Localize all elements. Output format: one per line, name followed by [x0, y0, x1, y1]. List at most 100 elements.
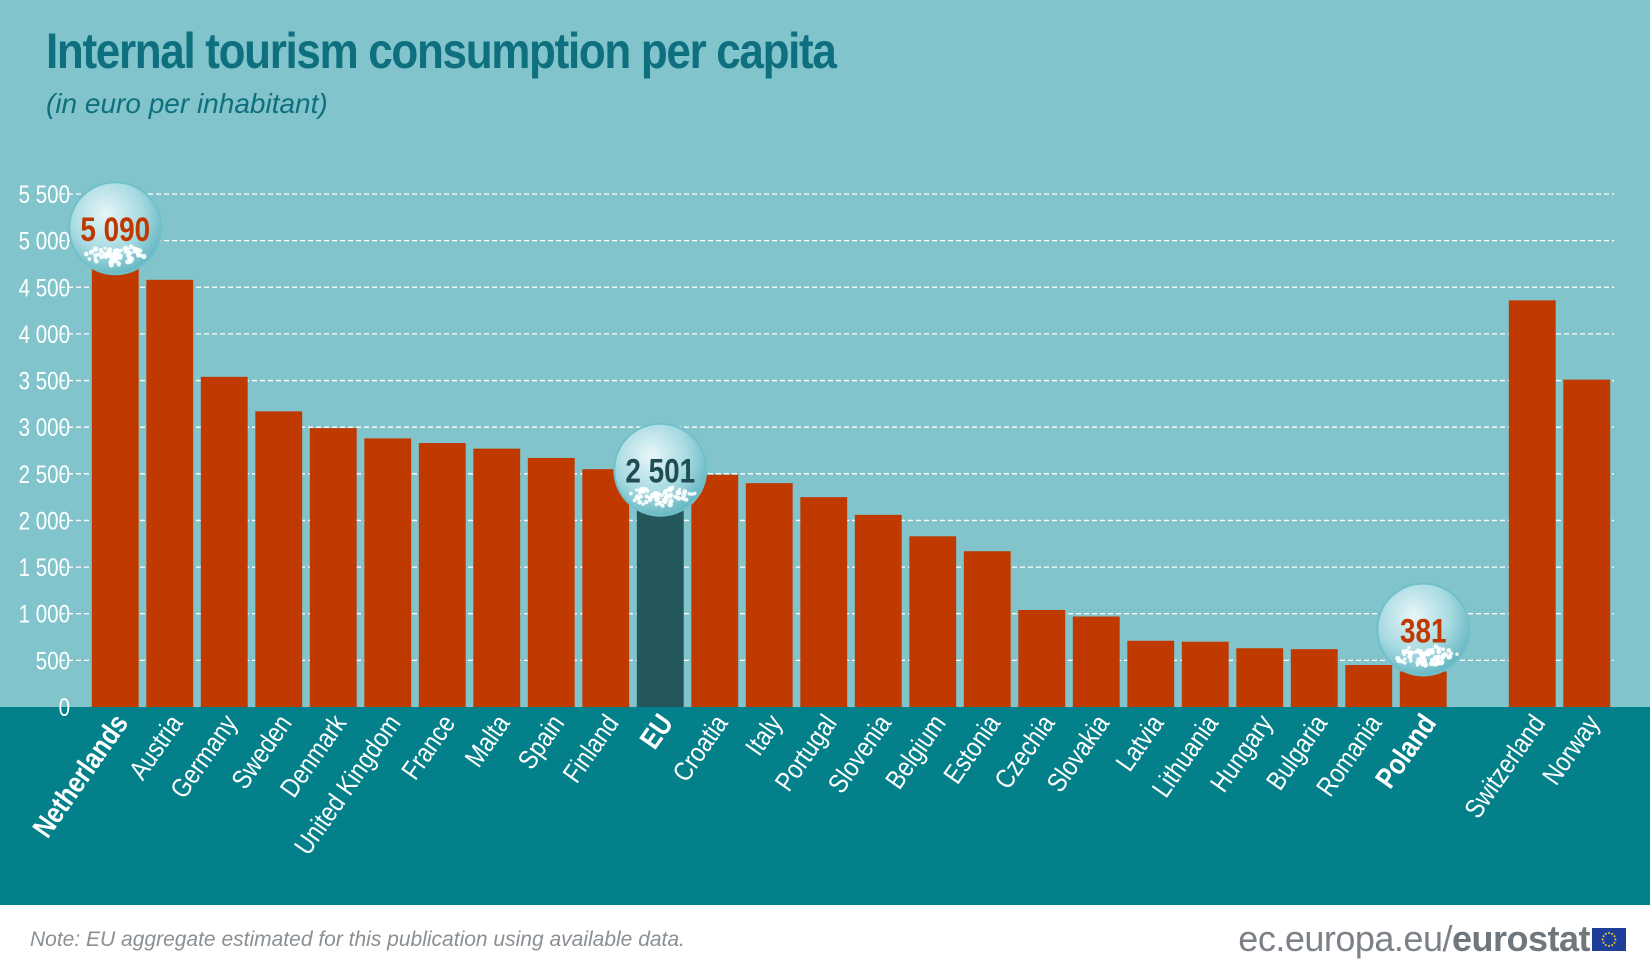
y-tick-label: 5 000 — [19, 227, 70, 255]
bubble-dot — [1424, 663, 1429, 667]
bubble-dot — [1446, 654, 1452, 660]
eurostat-logo[interactable]: ec.europa.eu/eurostat — [1238, 918, 1590, 960]
bubble-dot — [670, 485, 675, 490]
bubble-dot — [1433, 644, 1439, 650]
bubble-dot — [1437, 646, 1442, 650]
bubble-dot — [98, 249, 104, 254]
bar-united-kingdom — [364, 438, 412, 707]
bubble-dot — [1428, 661, 1434, 667]
bar-chart: 0 500 1 000 1 500 2 000 2 500 3 000 3 500 4 000 4… — [0, 180, 1650, 905]
y-tick-label: 0 — [59, 693, 70, 721]
bubble-dot — [128, 244, 134, 250]
chart-subtitle: (in euro per inhabitant) — [46, 88, 328, 119]
bubble-dot — [93, 253, 98, 259]
bubble-dot — [654, 502, 659, 507]
bubble-dot — [1442, 651, 1448, 657]
bar-slovenia — [854, 514, 902, 707]
bubble-dot — [99, 254, 104, 260]
bubble-dot — [109, 251, 113, 255]
bar-spain — [527, 457, 575, 707]
bubble-dot — [668, 498, 674, 504]
bubble-dot — [644, 494, 649, 499]
bubble-dot — [632, 498, 637, 503]
bubble-dot — [677, 487, 682, 491]
bar-denmark — [309, 428, 357, 707]
bubble-dot — [1396, 657, 1402, 664]
bar-sweden — [255, 411, 303, 707]
eu-flag-icon — [1592, 928, 1626, 951]
y-tick-label: 5 500 — [19, 180, 70, 208]
bubble-dot — [639, 494, 643, 499]
footnote: Note: EU aggregate estimated for this pu… — [30, 928, 685, 951]
bubble-dot — [664, 490, 668, 495]
bubble-dot — [663, 494, 670, 501]
bubble-dot — [92, 246, 99, 252]
bubble-dot — [1401, 649, 1406, 654]
bubble-dot — [128, 259, 133, 264]
bar-malta — [473, 448, 521, 707]
bubble-dot — [663, 500, 667, 504]
brand-name: eurostat — [1451, 918, 1591, 959]
bubble-dot — [1407, 653, 1413, 660]
bubble-dot — [128, 251, 133, 255]
bubble-dot — [1436, 654, 1440, 658]
bar-austria — [146, 279, 194, 707]
bar-switzerland — [1508, 300, 1556, 707]
y-tick-label: 2 500 — [19, 460, 70, 488]
bubble-dot — [635, 495, 641, 500]
bubble-dot — [1434, 656, 1440, 663]
bar-italy — [745, 483, 793, 707]
bubble-dot — [1441, 647, 1446, 652]
bubble-dot — [1415, 663, 1420, 667]
bubble-dot — [1446, 648, 1452, 653]
bar-croatia — [691, 474, 739, 707]
bubble-dot — [1408, 658, 1413, 663]
bar-slovakia — [1072, 616, 1120, 707]
data-label: 5 090 — [80, 211, 150, 249]
bar-belgium — [909, 536, 957, 707]
bubble-dot — [647, 495, 653, 501]
bar-czechia — [1018, 609, 1066, 707]
bubble-dot — [94, 259, 99, 264]
bubble-dot — [1402, 661, 1407, 665]
category-label-band — [0, 707, 1650, 905]
y-tick-label: 2 000 — [19, 506, 70, 534]
y-tick-label: 3 000 — [19, 413, 70, 441]
bar-france — [418, 443, 466, 707]
bubble-dot — [642, 486, 648, 492]
bubble-dot — [656, 496, 661, 500]
bar-romania — [1345, 665, 1393, 707]
bubble-dot — [1428, 648, 1433, 653]
bar-germany — [200, 376, 248, 707]
bubble-dot — [138, 248, 143, 253]
bar-bulgaria — [1290, 649, 1338, 707]
bubble-dot — [1403, 657, 1407, 661]
bubble-dot — [644, 499, 649, 505]
bubble-dot — [674, 495, 679, 499]
bubble-dot — [1416, 657, 1420, 661]
bubble-dot — [657, 500, 663, 506]
bar-estonia — [963, 551, 1011, 707]
bubble-dot — [689, 492, 694, 496]
bubble-dot — [652, 490, 658, 496]
bubble-dot — [1419, 652, 1424, 657]
y-tick-label: 500 — [36, 646, 70, 674]
bar-lithuania — [1181, 641, 1229, 707]
bubble-dot — [1436, 649, 1440, 654]
bubble-dot — [125, 247, 130, 252]
bubble-dot — [1455, 652, 1459, 656]
brand-site: ec.europa.eu/ — [1238, 918, 1452, 959]
bubble-dot — [1426, 651, 1430, 655]
value-bubble: 381 — [1376, 582, 1471, 677]
bubble-dot — [87, 257, 92, 261]
bubble-dot — [1449, 651, 1454, 656]
bubble-dot — [115, 248, 120, 254]
bubble-dot — [115, 252, 119, 257]
bubble-dot — [637, 499, 643, 505]
bubble-dot — [675, 490, 681, 496]
y-tick-label: 1 500 — [19, 553, 70, 581]
value-bubble: 2 501 — [613, 422, 708, 517]
bar-netherlands — [91, 232, 139, 707]
bar-finland — [582, 469, 630, 707]
y-tick-label: 3 500 — [19, 367, 70, 395]
